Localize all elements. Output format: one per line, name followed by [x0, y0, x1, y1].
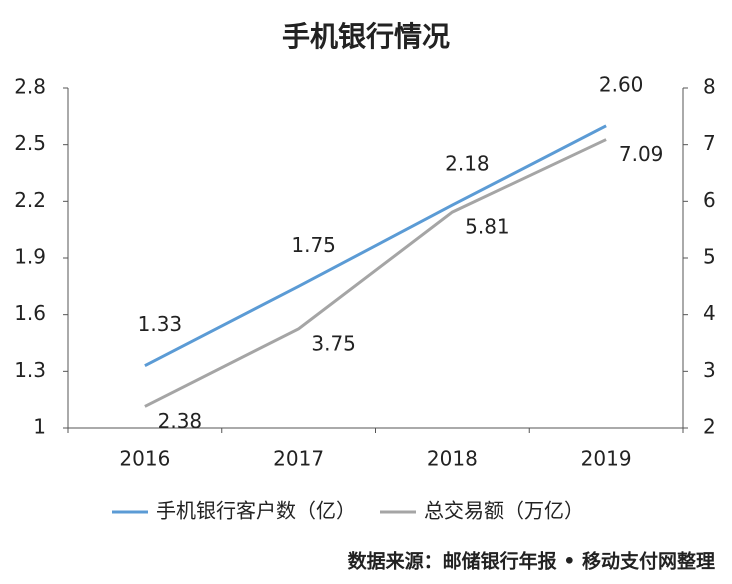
data-label: 1.75 [291, 233, 336, 257]
y2-tick-label: 6 [703, 188, 716, 212]
data-label: 7.09 [619, 142, 664, 166]
y-tick-label: 1.6 [14, 301, 46, 325]
source-note: 数据来源：邮储银行年报 • 移动支付网整理 [348, 550, 715, 573]
y2-tick-label: 8 [703, 75, 716, 99]
y-tick-label: 1 [33, 415, 46, 439]
data-label: 3.75 [311, 331, 356, 355]
legend-label: 手机银行客户数（亿） [156, 499, 356, 523]
data-label: 2.38 [158, 409, 203, 433]
data-label: 2.60 [599, 72, 644, 96]
data-label: 2.18 [445, 152, 490, 176]
series-line [144, 138, 607, 408]
data-label: 5.81 [465, 215, 510, 239]
y2-tick-label: 2 [703, 415, 716, 439]
y2-tick-label: 5 [703, 245, 716, 269]
y-tick-label: 1.9 [14, 245, 46, 269]
data-label: 1.33 [138, 312, 183, 336]
y-tick-label: 2.8 [14, 75, 46, 99]
x-tick-label: 2017 [273, 447, 324, 471]
legend-label: 总交易额（万亿） [424, 499, 584, 523]
y-tick-label: 2.5 [14, 131, 46, 155]
y2-tick-label: 7 [703, 131, 716, 155]
x-tick-label: 2016 [119, 447, 170, 471]
y2-tick-label: 4 [703, 301, 716, 325]
chart-title: 手机银行情况 [282, 20, 450, 53]
y2-tick-label: 3 [703, 358, 716, 382]
y-tick-label: 2.2 [14, 188, 46, 212]
x-tick-label: 2018 [427, 447, 478, 471]
y-tick-label: 1.3 [14, 358, 46, 382]
x-tick-label: 2019 [581, 447, 632, 471]
series-line [144, 124, 607, 368]
